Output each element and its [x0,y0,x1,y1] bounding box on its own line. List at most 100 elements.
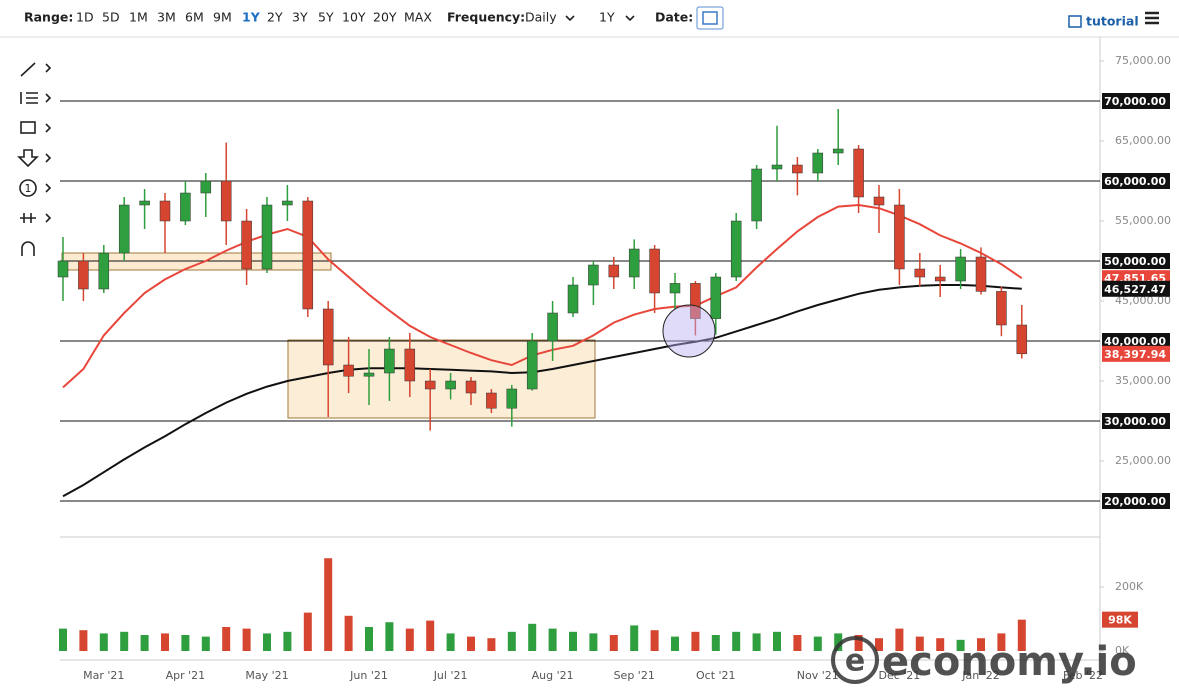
range-button[interactable]: 1D [76,10,94,25]
count-tool[interactable] [19,179,37,197]
watermark-logo: e economy.io [831,636,1137,685]
level-label: 20,000.00 [1104,495,1166,508]
arrow-tool[interactable] [17,149,39,168]
volume-bar [283,631,292,651]
plot [57,100,1100,651]
candle-body [139,200,150,206]
volume-bar [630,625,639,651]
candle-body [384,348,395,374]
volume-bar [752,633,761,651]
last-price-box [1102,345,1170,362]
candle-body [567,284,579,314]
volume-bar [956,639,965,651]
candle-body [853,148,864,198]
range-button[interactable]: 9M [213,10,232,25]
line-tool[interactable] [20,62,36,77]
date-picker[interactable] [696,6,724,30]
range-button[interactable]: 6M [185,10,204,25]
range-button[interactable]: 10Y [342,10,366,25]
volume-label-box [1102,611,1138,628]
y-tick-label: 65,000.00 [1115,134,1171,147]
candle-body [78,260,89,290]
y-tick-label: 35,000.00 [1115,374,1171,387]
ma-label-box [1102,280,1170,297]
candle-body [832,148,844,154]
candle-body [506,388,518,409]
volume-bar [895,628,904,651]
range-button[interactable]: 3Y [292,10,308,25]
volume-bar [181,635,190,651]
range-button[interactable]: 1Y [242,10,261,25]
candle-body [220,180,232,222]
x-tick-label: Dec '21 [878,669,920,682]
volume-bar [936,638,945,651]
x-tick-label: Apr '21 [166,669,206,682]
volume-bar [875,638,883,651]
range-button[interactable]: 5Y [318,10,334,25]
chevron [625,15,635,22]
magnet-tool[interactable] [21,241,35,256]
volume-bar [467,636,475,651]
moving-average [62,203,1023,389]
volume-bar [426,620,435,651]
range-button[interactable]: 20Y [373,10,397,25]
measure-tool[interactable] [20,213,36,223]
volume-bar [222,627,231,651]
menu-icon[interactable] [1145,11,1159,25]
volume-bar [487,638,496,651]
range-button[interactable]: 3M [157,10,176,25]
tutorial-link[interactable]: tutorial [1086,14,1139,29]
count-icon: 1 [25,182,32,195]
candle-body [261,204,273,270]
candle-body [873,196,885,206]
range-button[interactable]: 2Y [267,10,283,25]
candle-body [710,276,722,319]
x-tick-label: Oct '21 [696,669,736,682]
volume-bar [303,612,312,651]
volume-bar [528,623,537,651]
candle-body [730,220,742,278]
volume-tick-label: 0K [1115,644,1130,657]
toolbar: Range: Frequency: Daily 1Y Date: tutoria… [0,6,1179,38]
logo-circle [831,636,879,684]
level-label-box [1102,333,1170,349]
volume-bar [365,627,373,651]
volume-tick-label: 200K [1115,580,1144,593]
candle-body [118,204,130,254]
candle-body [363,372,375,377]
level-label: 30,000.00 [1104,415,1166,428]
y-tick-label: 75,000.00 [1115,54,1171,67]
candle-body [445,380,456,390]
axis-labels: 75,000.00 65,000.00 55,000.00 45,000.00 35,0… [83,54,1171,682]
volume-bar [161,633,169,651]
volume-bar [507,631,516,651]
candle-body [404,348,416,382]
candle-body [1016,324,1028,355]
volume-bar [385,622,394,651]
volume-bar [589,633,598,651]
candle-body [812,152,824,174]
range-button[interactable]: MAX [404,10,432,25]
range-button[interactable]: 5D [102,10,120,25]
volume-bar [263,633,271,651]
level-label-box [1102,413,1170,429]
period-select[interactable]: 1Y [599,10,615,25]
volume-bar [79,630,88,651]
y-tick-label: 45,000.00 [1115,294,1171,307]
fib-tool[interactable] [20,92,38,104]
volume-bar [569,631,577,651]
candle-body [159,200,171,222]
volume-bar [711,635,720,651]
y-tick-label: 25,000.00 [1115,454,1171,467]
candle-body [792,164,803,174]
shape-tool[interactable] [20,121,36,134]
volume-bar [997,633,1006,651]
frequency-select[interactable]: Daily [525,10,557,25]
x-tick-label: Feb '22 [1063,669,1103,682]
candle-body [302,200,314,310]
level-label: 50,000.00 [1104,255,1166,268]
range-button[interactable]: 1M [129,10,148,25]
volume-bar [834,633,843,651]
volume-bar [691,631,700,651]
